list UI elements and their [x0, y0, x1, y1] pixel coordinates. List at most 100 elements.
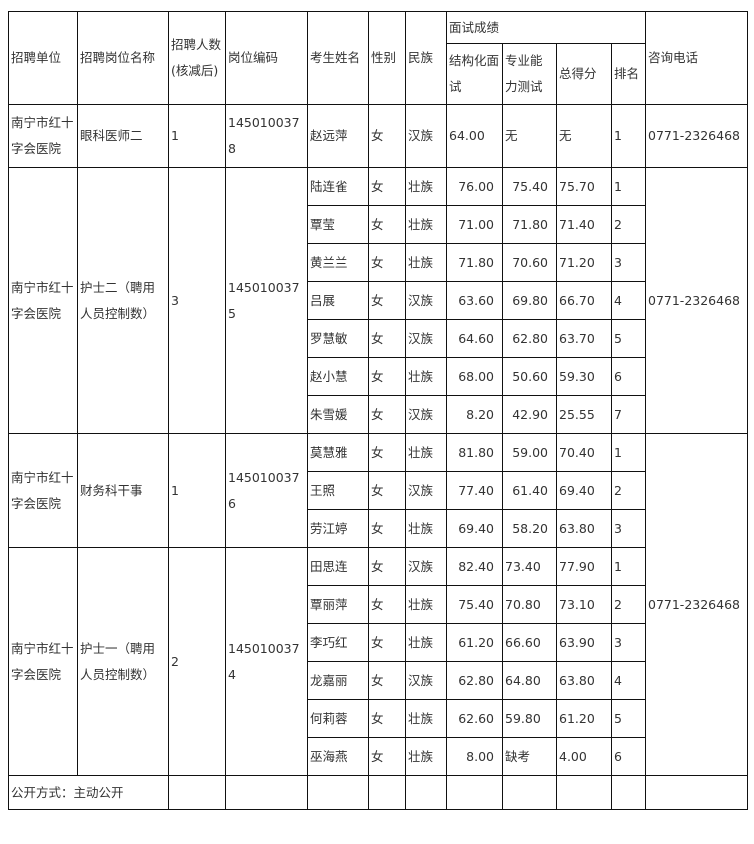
candidate-name: 赵小慧 [307, 357, 369, 396]
total-score: 63.80 [556, 509, 612, 548]
code-cell: 1450100375 [225, 167, 308, 434]
professional-score: 69.80 [502, 281, 557, 320]
header-unit: 招聘单位 [8, 11, 78, 105]
ethnicity: 汉族 [405, 471, 447, 510]
gender: 女 [368, 547, 406, 586]
candidate-name: 赵远萍 [307, 104, 369, 168]
count-cell: 3 [168, 167, 226, 434]
empty-cell [368, 775, 406, 810]
structured-score: 63.60 [446, 281, 503, 320]
gender: 女 [368, 737, 406, 776]
header-interview-group: 面试成绩 [446, 11, 646, 44]
empty-cell [611, 775, 646, 810]
professional-score: 42.90 [502, 395, 557, 434]
header-ethnicity: 民族 [405, 11, 447, 105]
gender: 女 [368, 471, 406, 510]
header-professional: 专业能力测试 [502, 43, 557, 105]
gender: 女 [368, 585, 406, 624]
ethnicity: 壮族 [405, 509, 447, 548]
structured-score: 8.20 [446, 395, 503, 434]
professional-score: 无 [502, 104, 557, 168]
candidate-name: 王照 [307, 471, 369, 510]
rank: 1 [611, 104, 646, 168]
table-row: 何莉蓉女壮族 62.60 59.80 61.20 5 [9, 699, 748, 738]
header-rank: 排名 [611, 43, 646, 105]
gender: 女 [368, 319, 406, 358]
candidate-name: 覃丽萍 [307, 585, 369, 624]
candidate-name: 莫慧雅 [307, 433, 369, 472]
count-cell: 1 [168, 433, 226, 548]
unit-cell: 南宁市红十字会医院 [8, 104, 78, 168]
total-score: 无 [556, 104, 612, 168]
gender: 女 [368, 623, 406, 662]
gender: 女 [368, 281, 406, 320]
code-cell: 1450100374 [225, 547, 308, 776]
rank: 2 [611, 471, 646, 510]
empty-cell [405, 775, 447, 810]
gender: 女 [368, 699, 406, 738]
structured-score: 71.80 [446, 243, 503, 282]
results-table: 招聘单位 招聘岗位名称 招聘人数(核减后) 岗位编码 考生姓名 性别 民族 面试… [8, 11, 748, 810]
unit-cell: 南宁市红十字会医院 [8, 167, 78, 434]
rank: 5 [611, 699, 646, 738]
professional-score: 71.80 [502, 205, 557, 244]
candidate-name: 田思连 [307, 547, 369, 586]
ethnicity: 汉族 [405, 281, 447, 320]
candidate-name: 覃莹 [307, 205, 369, 244]
structured-score: 81.80 [446, 433, 503, 472]
professional-score: 59.00 [502, 433, 557, 472]
professional-score: 70.60 [502, 243, 557, 282]
gender: 女 [368, 104, 406, 168]
professional-score: 59.80 [502, 699, 557, 738]
rank: 4 [611, 661, 646, 700]
position-cell: 财务科干事 [77, 433, 169, 548]
structured-score: 61.20 [446, 623, 503, 662]
candidate-name: 李巧红 [307, 623, 369, 662]
ethnicity: 壮族 [405, 737, 447, 776]
candidate-name: 朱雪媛 [307, 395, 369, 434]
gender: 女 [368, 433, 406, 472]
phone-cell: 0771-2326468 [645, 433, 748, 776]
professional-score: 缺考 [502, 737, 557, 776]
total-score: 66.70 [556, 281, 612, 320]
professional-score: 62.80 [502, 319, 557, 358]
empty-cell [225, 775, 308, 810]
structured-score: 62.80 [446, 661, 503, 700]
header-position: 招聘岗位名称 [77, 11, 169, 105]
ethnicity: 壮族 [405, 585, 447, 624]
ethnicity: 壮族 [405, 167, 447, 206]
professional-score: 50.60 [502, 357, 557, 396]
candidate-name: 劳江婷 [307, 509, 369, 548]
ethnicity: 汉族 [405, 319, 447, 358]
table-row: 朱雪媛女汉族 8.20 42.90 25.55 7 [9, 395, 748, 434]
position-cell: 护士一（聘用人员控制数） [77, 547, 169, 776]
total-score: 69.40 [556, 471, 612, 510]
phone-cell: 0771-2326468 [645, 104, 748, 168]
code-cell: 1450100378 [225, 104, 308, 168]
code-cell: 1450100376 [225, 433, 308, 548]
professional-score: 73.40 [502, 547, 557, 586]
header-count: 招聘人数(核减后) [168, 11, 226, 105]
gender: 女 [368, 205, 406, 244]
total-score: 63.90 [556, 623, 612, 662]
table-row: 覃丽萍女壮族 75.40 70.80 73.10 2 [9, 585, 748, 624]
rank: 3 [611, 243, 646, 282]
total-score: 73.10 [556, 585, 612, 624]
total-score: 4.00 [556, 737, 612, 776]
rank: 6 [611, 737, 646, 776]
total-score: 71.20 [556, 243, 612, 282]
professional-score: 61.40 [502, 471, 557, 510]
rank: 2 [611, 585, 646, 624]
ethnicity: 壮族 [405, 433, 447, 472]
ethnicity: 壮族 [405, 205, 447, 244]
table-row: 龙嘉丽女汉族 62.80 64.80 63.80 4 [9, 661, 748, 700]
rank: 7 [611, 395, 646, 434]
structured-score: 64.60 [446, 319, 503, 358]
candidate-name: 黄兰兰 [307, 243, 369, 282]
candidate-name: 巫海燕 [307, 737, 369, 776]
gender: 女 [368, 167, 406, 206]
professional-score: 75.40 [502, 167, 557, 206]
structured-score: 71.00 [446, 205, 503, 244]
table-row: 南宁市红十字会医院 眼科医师二 1 1450100378 赵远萍女汉族 64.00 无无 1 0… [8, 104, 748, 168]
table-row: 李巧红女壮族 61.20 66.60 63.90 3 [9, 623, 748, 662]
